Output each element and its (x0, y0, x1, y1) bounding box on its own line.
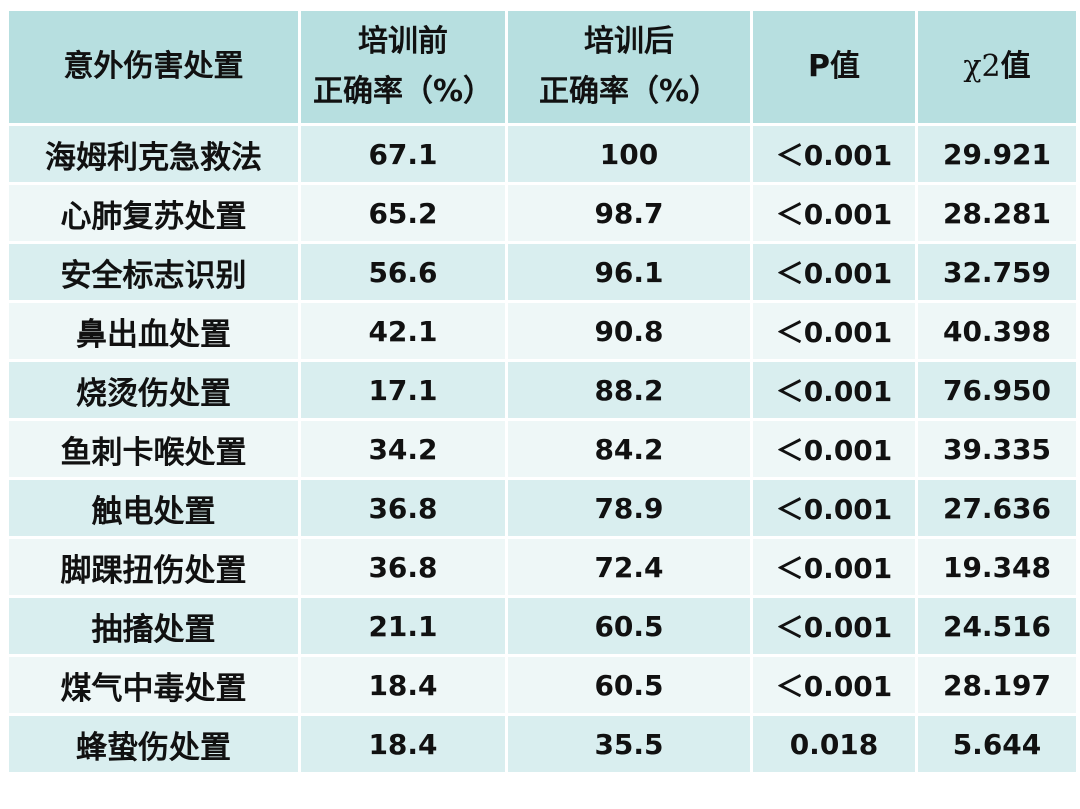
cell-after-rate: 84.2 (505, 418, 753, 480)
table-header-row: 意外伤害处置 培训前 正确率（%） 培训后 正确率（%） P值 χ2值 (6, 8, 1079, 126)
cell-chi2-value: 28.197 (915, 654, 1079, 716)
cell-after-rate: 78.9 (505, 477, 753, 539)
header-before-line2: 正确率（%） (312, 74, 494, 109)
cell-p-value: ＜0.001 (750, 477, 918, 539)
cell-injury-type: 心肺复苏处置 (6, 182, 301, 244)
cell-before-rate: 21.1 (298, 595, 508, 657)
cell-after-rate: 96.1 (505, 241, 753, 303)
cell-p-value: ＜0.001 (750, 123, 918, 185)
cell-before-rate: 18.4 (298, 713, 508, 775)
cell-before-rate: 34.2 (298, 418, 508, 480)
cell-chi2-value: 29.921 (915, 123, 1079, 185)
cell-after-rate: 90.8 (505, 300, 753, 362)
cell-chi2-value: 39.335 (915, 418, 1079, 480)
header-after-line2: 正确率（%） (538, 74, 720, 109)
cell-injury-type: 煤气中毒处置 (6, 654, 301, 716)
table-row: 海姆利克急救法 67.1 100 ＜0.001 29.921 (6, 123, 1079, 185)
header-after-line1: 培训后 (584, 24, 674, 59)
table-row: 鱼刺卡喉处置 34.2 84.2 ＜0.001 39.335 (6, 418, 1079, 480)
results-table-container: 意外伤害处置 培训前 正确率（%） 培训后 正确率（%） P值 χ2值 海姆 (6, 8, 1079, 806)
cell-p-value: ＜0.001 (750, 241, 918, 303)
cell-injury-type: 脚踝扭伤处置 (6, 536, 301, 598)
cell-chi2-value: 27.636 (915, 477, 1079, 539)
cell-before-rate: 36.8 (298, 477, 508, 539)
cell-chi2-value: 24.516 (915, 595, 1079, 657)
cell-after-rate: 35.5 (505, 713, 753, 775)
cell-p-value: ＜0.001 (750, 418, 918, 480)
header-before-line1: 培训前 (358, 24, 448, 59)
cell-p-value: ＜0.001 (750, 595, 918, 657)
cell-injury-type: 抽搐处置 (6, 595, 301, 657)
cell-chi2-value: 32.759 (915, 241, 1079, 303)
table-row: 安全标志识别 56.6 96.1 ＜0.001 32.759 (6, 241, 1079, 303)
header-before-training: 培训前 正确率（%） (298, 8, 508, 126)
cell-before-rate: 36.8 (298, 536, 508, 598)
table-row: 蜂蛰伤处置 18.4 35.5 0.018 5.644 (6, 713, 1079, 775)
cell-p-value: ＜0.001 (750, 536, 918, 598)
cell-before-rate: 65.2 (298, 182, 508, 244)
cell-p-value: ＜0.001 (750, 654, 918, 716)
cell-before-rate: 56.6 (298, 241, 508, 303)
cell-after-rate: 98.7 (505, 182, 753, 244)
cell-before-rate: 18.4 (298, 654, 508, 716)
cell-chi2-value: 28.281 (915, 182, 1079, 244)
cell-p-value: ＜0.001 (750, 182, 918, 244)
results-table: 意外伤害处置 培训前 正确率（%） 培训后 正确率（%） P值 χ2值 海姆 (6, 8, 1079, 775)
cell-before-rate: 67.1 (298, 123, 508, 185)
table-row: 触电处置 36.8 78.9 ＜0.001 27.636 (6, 477, 1079, 539)
cell-p-value: ＜0.001 (750, 359, 918, 421)
cell-chi2-value: 5.644 (915, 713, 1079, 775)
table-row: 脚踝扭伤处置 36.8 72.4 ＜0.001 19.348 (6, 536, 1079, 598)
cell-injury-type: 海姆利克急救法 (6, 123, 301, 185)
header-after-training: 培训后 正确率（%） (505, 8, 753, 126)
header-chi2-symbol: χ2 (963, 49, 1001, 84)
header-injury-type-label: 意外伤害处置 (63, 49, 244, 84)
header-p-value-label: P值 (808, 49, 860, 84)
header-injury-type: 意外伤害处置 (6, 8, 301, 126)
cell-p-value: ＜0.001 (750, 300, 918, 362)
cell-injury-type: 鱼刺卡喉处置 (6, 418, 301, 480)
cell-chi2-value: 40.398 (915, 300, 1079, 362)
cell-injury-type: 蜂蛰伤处置 (6, 713, 301, 775)
cell-before-rate: 42.1 (298, 300, 508, 362)
table-row: 抽搐处置 21.1 60.5 ＜0.001 24.516 (6, 595, 1079, 657)
cell-after-rate: 60.5 (505, 595, 753, 657)
table-body: 海姆利克急救法 67.1 100 ＜0.001 29.921 心肺复苏处置 65.2 98.7… (6, 123, 1079, 775)
cell-after-rate: 100 (505, 123, 753, 185)
cell-injury-type: 安全标志识别 (6, 241, 301, 303)
cell-injury-type: 烧烫伤处置 (6, 359, 301, 421)
cell-before-rate: 17.1 (298, 359, 508, 421)
table-row: 鼻出血处置 42.1 90.8 ＜0.001 40.398 (6, 300, 1079, 362)
cell-injury-type: 鼻出血处置 (6, 300, 301, 362)
table-row: 煤气中毒处置 18.4 60.5 ＜0.001 28.197 (6, 654, 1079, 716)
cell-after-rate: 72.4 (505, 536, 753, 598)
cell-p-value: 0.018 (750, 713, 918, 775)
cell-chi2-value: 19.348 (915, 536, 1079, 598)
cell-chi2-value: 76.950 (915, 359, 1079, 421)
cell-after-rate: 60.5 (505, 654, 753, 716)
table-row: 烧烫伤处置 17.1 88.2 ＜0.001 76.950 (6, 359, 1079, 421)
cell-injury-type: 触电处置 (6, 477, 301, 539)
header-chi2-suffix: 值 (1000, 49, 1031, 84)
table-row: 心肺复苏处置 65.2 98.7 ＜0.001 28.281 (6, 182, 1079, 244)
header-chi2-value: χ2值 (915, 8, 1079, 126)
header-p-value: P值 (750, 8, 918, 126)
cell-after-rate: 88.2 (505, 359, 753, 421)
